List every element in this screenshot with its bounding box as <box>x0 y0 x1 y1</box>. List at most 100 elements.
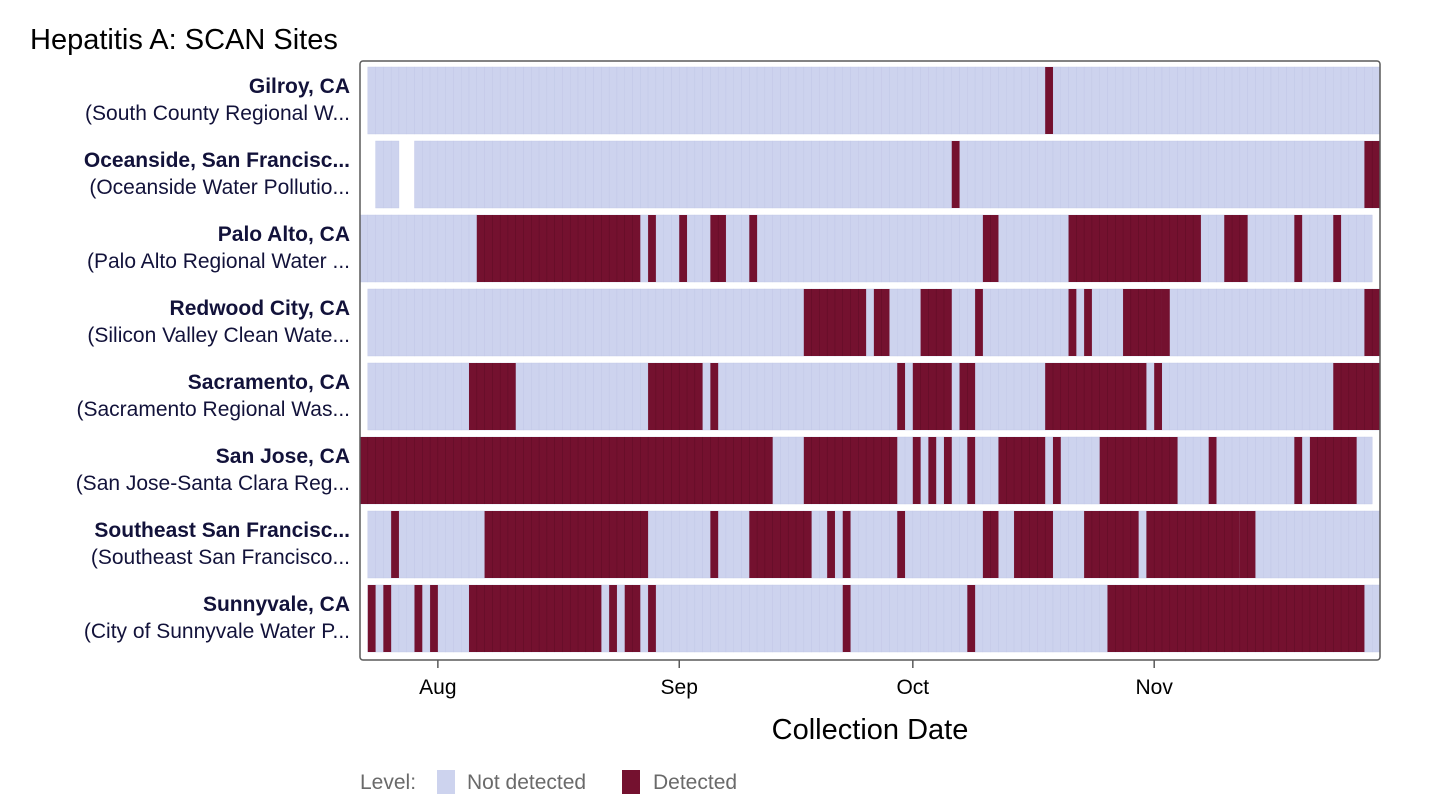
cell-not-detected <box>717 584 727 653</box>
cell-not-detected <box>429 140 439 209</box>
cell-not-detected <box>780 214 789 283</box>
cell-not-detected <box>928 584 937 653</box>
cell-not-detected <box>694 66 703 135</box>
cell-not-detected <box>1060 214 1069 283</box>
cell-not-detected <box>795 362 805 431</box>
cell-not-detected <box>1076 510 1085 579</box>
cell-not-detected <box>982 140 991 209</box>
cell-not-detected <box>647 140 657 209</box>
cell-detected <box>1208 437 1217 504</box>
cell-not-detected <box>1231 362 1241 431</box>
cell-not-detected <box>1006 66 1015 135</box>
cell-detected <box>1068 215 1201 282</box>
cell-not-detected <box>655 510 664 579</box>
cell-not-detected <box>1270 66 1279 135</box>
legend-title: Level: <box>360 771 416 794</box>
cell-not-detected <box>1060 584 1069 653</box>
cell-not-detected <box>1161 140 1170 209</box>
cell-not-detected <box>1239 436 1248 505</box>
cell-not-detected <box>764 214 773 283</box>
cell-not-detected <box>865 140 875 209</box>
cell-not-detected <box>1115 288 1124 357</box>
cell-not-detected <box>570 288 579 357</box>
cell-not-detected <box>904 436 914 505</box>
cell-not-detected <box>546 362 555 431</box>
cell-not-detected <box>1037 288 1046 357</box>
cell-not-detected <box>1083 140 1093 209</box>
cell-not-detected <box>445 140 454 209</box>
cell-not-detected <box>437 584 446 653</box>
cell-not-detected <box>1153 66 1163 135</box>
cell-not-detected <box>383 288 392 357</box>
cell-not-detected <box>764 288 773 357</box>
cell-not-detected <box>943 584 952 653</box>
cell-not-detected <box>367 66 376 135</box>
cell-not-detected <box>982 362 991 431</box>
cell-not-detected <box>733 288 742 357</box>
cell-not-detected <box>671 584 680 653</box>
cell-not-detected <box>1224 362 1233 431</box>
site-facility: (San Jose-Santa Clara Reg... <box>76 472 350 495</box>
cell-not-detected <box>1340 214 1350 283</box>
cell-not-detected <box>1029 288 1038 357</box>
cell-not-detected <box>406 584 415 653</box>
cell-not-detected <box>935 140 945 209</box>
cell-not-detected <box>943 140 952 209</box>
cell-not-detected <box>1076 584 1085 653</box>
cell-not-detected <box>437 140 446 209</box>
cell-not-detected <box>1247 66 1256 135</box>
cell-not-detected <box>437 362 446 431</box>
cell-not-detected <box>733 362 742 431</box>
cell-not-detected <box>1239 66 1248 135</box>
cell-not-detected <box>562 288 571 357</box>
site-facility: (South County Regional W... <box>85 102 350 125</box>
cell-detected <box>648 585 656 652</box>
cell-not-detected <box>383 66 392 135</box>
cell-not-detected <box>826 214 836 283</box>
cell-detected <box>1014 511 1053 578</box>
cell-not-detected <box>741 140 750 209</box>
cell-not-detected <box>1364 436 1373 505</box>
cell-detected <box>1294 215 1303 282</box>
cell-not-detected <box>679 584 688 653</box>
cell-not-detected <box>1107 66 1116 135</box>
cell-not-detected <box>1107 288 1116 357</box>
cell-not-detected <box>484 66 493 135</box>
cell-not-detected <box>772 288 781 357</box>
cell-not-detected <box>865 66 875 135</box>
cell-not-detected <box>1208 288 1217 357</box>
cell-not-detected <box>912 510 921 579</box>
cell-not-detected <box>710 584 719 653</box>
cell-not-detected <box>601 66 610 135</box>
cell-not-detected <box>1052 214 1061 283</box>
cell-not-detected <box>990 288 999 357</box>
cell-not-detected <box>1177 66 1186 135</box>
cell-not-detected <box>422 510 431 579</box>
cell-not-detected <box>1364 584 1373 653</box>
cell-not-detected <box>951 288 960 357</box>
cell-not-detected <box>710 140 719 209</box>
cell-not-detected <box>826 66 836 135</box>
cell-not-detected <box>959 584 968 653</box>
cell-not-detected <box>865 362 875 431</box>
cell-not-detected <box>959 140 968 209</box>
cell-not-detected <box>663 510 672 579</box>
cell-not-detected <box>811 140 820 209</box>
cell-not-detected <box>920 214 929 283</box>
cell-not-detected <box>788 362 797 431</box>
cell-not-detected <box>1255 140 1264 209</box>
cell-not-detected <box>694 584 703 653</box>
cell-not-detected <box>850 214 859 283</box>
cell-not-detected <box>1208 140 1217 209</box>
cell-detected <box>967 585 976 652</box>
cell-not-detected <box>1169 66 1178 135</box>
cell-not-detected <box>1317 288 1326 357</box>
cell-not-detected <box>655 288 664 357</box>
cell-not-detected <box>717 140 727 209</box>
cell-not-detected <box>873 584 882 653</box>
cell-not-detected <box>1013 362 1023 431</box>
cell-not-detected <box>780 584 789 653</box>
cell-not-detected <box>741 584 750 653</box>
cell-not-detected <box>499 66 509 135</box>
cell-not-detected <box>375 214 384 283</box>
